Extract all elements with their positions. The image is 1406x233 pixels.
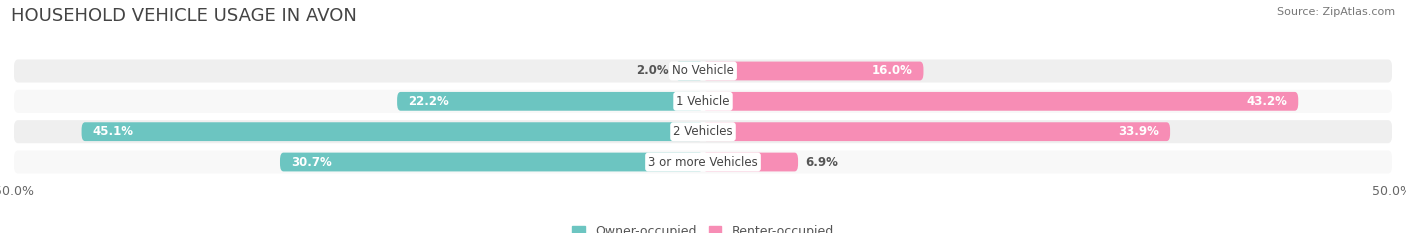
FancyBboxPatch shape [14,151,1392,174]
Text: 3 or more Vehicles: 3 or more Vehicles [648,155,758,168]
FancyBboxPatch shape [14,120,1392,143]
FancyBboxPatch shape [14,59,1392,82]
FancyBboxPatch shape [703,122,1170,141]
FancyBboxPatch shape [675,62,703,80]
FancyBboxPatch shape [396,92,703,111]
Text: 45.1%: 45.1% [93,125,134,138]
FancyBboxPatch shape [703,62,924,80]
Text: Source: ZipAtlas.com: Source: ZipAtlas.com [1277,7,1395,17]
Text: 22.2%: 22.2% [408,95,449,108]
Legend: Owner-occupied, Renter-occupied: Owner-occupied, Renter-occupied [568,220,838,233]
FancyBboxPatch shape [703,153,799,171]
Text: 1 Vehicle: 1 Vehicle [676,95,730,108]
Text: 2.0%: 2.0% [636,65,669,78]
FancyBboxPatch shape [14,90,1392,113]
FancyBboxPatch shape [82,122,703,141]
Text: 16.0%: 16.0% [872,65,912,78]
Text: 6.9%: 6.9% [806,155,838,168]
Text: 30.7%: 30.7% [291,155,332,168]
FancyBboxPatch shape [703,92,1298,111]
Text: 2 Vehicles: 2 Vehicles [673,125,733,138]
FancyBboxPatch shape [280,153,703,171]
Text: HOUSEHOLD VEHICLE USAGE IN AVON: HOUSEHOLD VEHICLE USAGE IN AVON [11,7,357,25]
Text: 33.9%: 33.9% [1118,125,1159,138]
Text: 43.2%: 43.2% [1246,95,1288,108]
Text: No Vehicle: No Vehicle [672,65,734,78]
